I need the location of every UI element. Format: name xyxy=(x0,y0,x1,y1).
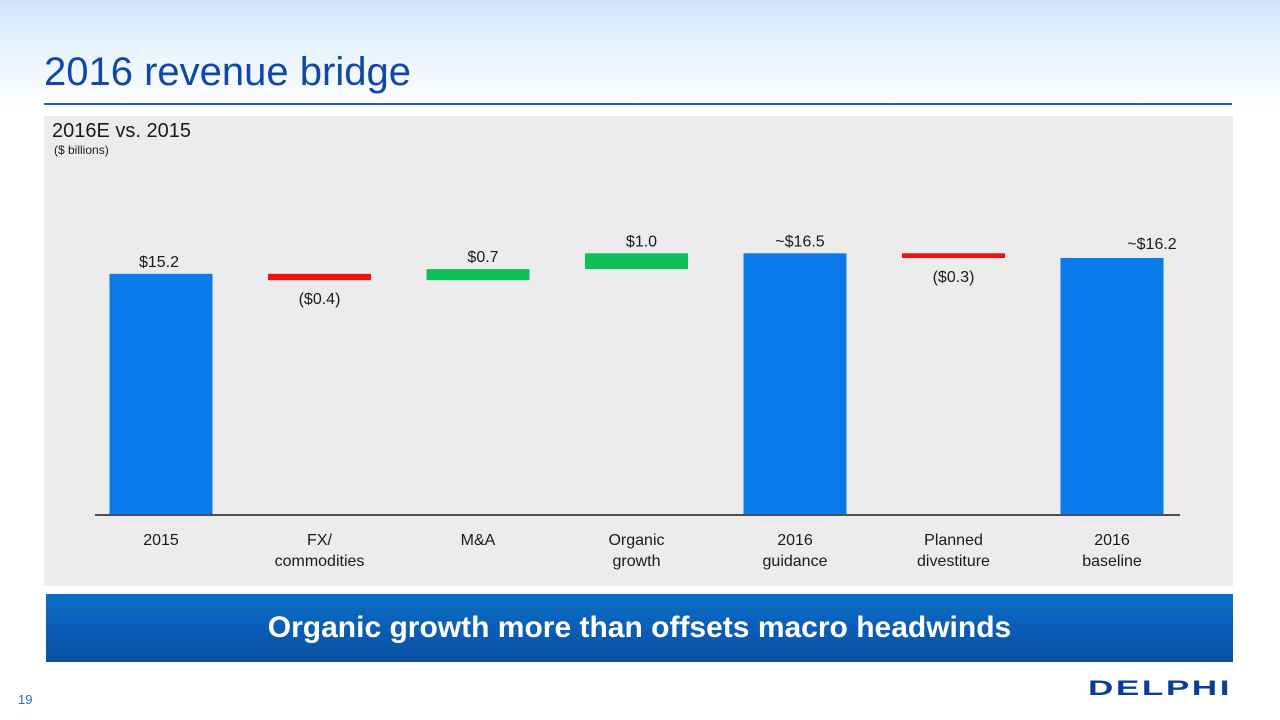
header-background xyxy=(0,0,1280,110)
slide-title: 2016 revenue bridge xyxy=(44,50,411,94)
banner-text: Organic growth more than offsets macro h… xyxy=(267,611,1012,644)
value-label-6: ~$16.2 xyxy=(1127,236,1176,253)
category-label-1-0: FX/ xyxy=(307,532,332,549)
bar-4 xyxy=(743,253,847,515)
category-label-2-0: M&A xyxy=(461,532,496,549)
bar-3 xyxy=(585,253,688,270)
delphi-logo: DELPHI xyxy=(1088,678,1232,698)
value-label-3: $1.0 xyxy=(626,233,657,250)
category-label-1-1: commodities xyxy=(275,553,365,570)
value-label-0: $15.2 xyxy=(139,254,179,271)
value-label-5: ($0.3) xyxy=(933,269,975,286)
waterfall-chart: $15.2 2015 ($0.4) FX/commodities $0.7 M&A $1.0… xyxy=(95,233,1180,570)
page-number: 19 xyxy=(18,692,33,707)
chart-panel xyxy=(44,116,1233,586)
bar-1 xyxy=(268,273,371,281)
category-label-6-1: baseline xyxy=(1082,553,1142,570)
title-divider xyxy=(44,103,1232,105)
bar-2 xyxy=(426,269,530,281)
bar-5 xyxy=(902,253,1005,259)
bar-6 xyxy=(1060,258,1164,514)
category-label-5-0: Planned xyxy=(924,532,983,549)
bar-0 xyxy=(109,273,213,514)
chart-title: 2016E vs. 2015 xyxy=(52,120,191,142)
category-label-3-0: Organic xyxy=(608,532,664,549)
category-label-3-1: growth xyxy=(612,553,660,570)
chart-unit-label: ($ billions) xyxy=(54,143,109,157)
category-label-4-0: 2016 xyxy=(777,532,813,549)
value-label-1: ($0.4) xyxy=(299,291,341,308)
category-label-4-1: guidance xyxy=(763,553,828,570)
value-label-2: $0.7 xyxy=(467,249,498,266)
category-label-5-1: divestiture xyxy=(917,553,990,570)
delphi-logo-text: DELPHI xyxy=(1088,678,1232,698)
category-label-0-0: 2015 xyxy=(143,532,179,549)
category-label-6-0: 2016 xyxy=(1094,532,1130,549)
value-label-4: ~$16.5 xyxy=(775,233,824,250)
takeaway-banner: Organic growth more than offsets macro h… xyxy=(46,594,1233,662)
